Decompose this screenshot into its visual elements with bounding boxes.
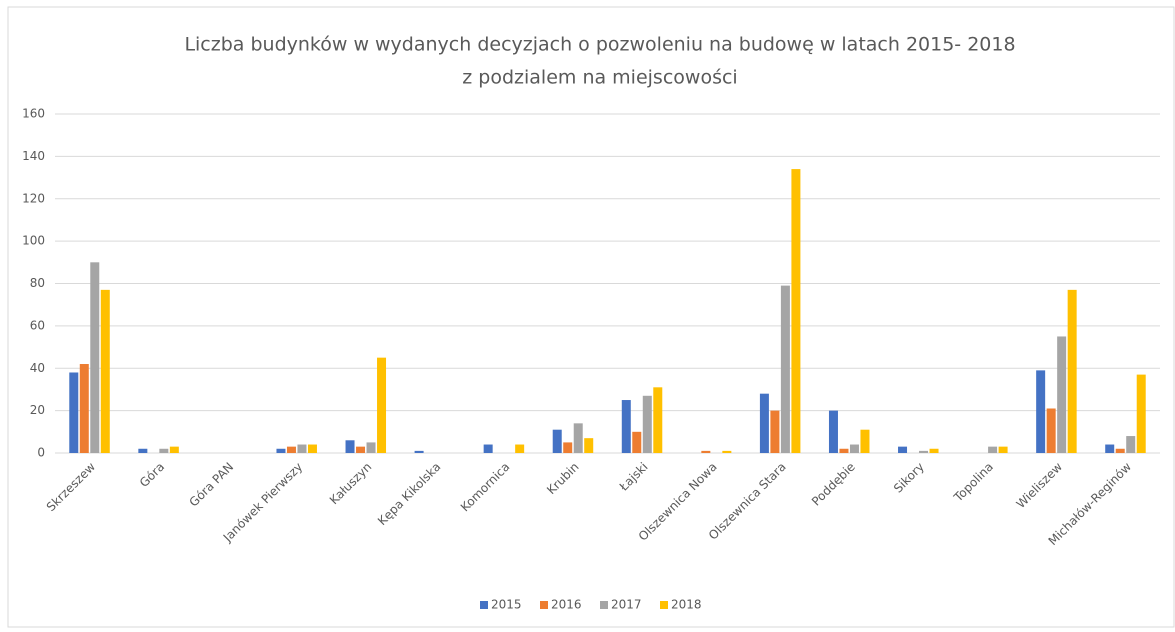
bar <box>653 387 663 453</box>
bar <box>1105 444 1115 453</box>
bar <box>1136 374 1146 453</box>
bar <box>722 450 732 453</box>
bar <box>849 444 859 453</box>
bar <box>100 289 110 453</box>
bar <box>138 448 148 453</box>
y-tick-label: 160 <box>22 107 45 121</box>
bar <box>414 450 424 453</box>
legend-label: 2015 <box>491 598 522 612</box>
y-tick-label: 120 <box>22 191 45 205</box>
bar <box>1115 448 1125 453</box>
bar <box>1126 436 1136 453</box>
legend-label: 2018 <box>671 598 702 612</box>
bar <box>573 423 583 453</box>
legend-swatch <box>600 601 608 609</box>
bar <box>1067 289 1077 453</box>
legend-swatch <box>480 601 488 609</box>
bar <box>584 438 594 453</box>
bar <box>159 448 169 453</box>
bar <box>69 372 79 453</box>
bar <box>759 393 769 453</box>
y-tick-label: 0 <box>37 446 45 460</box>
bar <box>791 169 801 453</box>
bar <box>169 446 179 453</box>
bar <box>377 357 387 453</box>
bar <box>345 440 355 453</box>
bar <box>286 446 296 453</box>
y-tick-label: 140 <box>22 149 45 163</box>
bar <box>632 431 642 453</box>
legend-label: 2016 <box>551 598 582 612</box>
bar <box>79 364 89 453</box>
bar <box>828 410 838 453</box>
y-tick-label: 80 <box>30 276 45 290</box>
bar <box>356 446 366 453</box>
bar <box>780 285 790 453</box>
legend-swatch <box>540 601 548 609</box>
bar <box>307 444 317 453</box>
bar <box>919 450 929 453</box>
bar <box>621 400 631 453</box>
bar <box>297 444 307 453</box>
bar <box>929 448 939 453</box>
bar <box>770 410 780 453</box>
y-tick-label: 60 <box>30 318 45 332</box>
bar <box>483 444 493 453</box>
bar <box>515 444 525 453</box>
chart-title: Liczba budynków w wydanych decyzjach o p… <box>184 34 1015 56</box>
bar <box>988 446 998 453</box>
y-tick-label: 20 <box>30 403 45 417</box>
legend-swatch <box>660 601 668 609</box>
bar <box>642 395 652 453</box>
bar <box>563 442 573 453</box>
bar <box>1057 336 1067 453</box>
bar <box>860 429 870 453</box>
chart-title: z podzialem na miejscowości <box>462 67 737 89</box>
bar <box>366 442 376 453</box>
bar <box>90 262 100 453</box>
legend-label: 2017 <box>611 598 642 612</box>
bar <box>1046 408 1056 453</box>
bar <box>898 446 908 453</box>
bar <box>552 429 562 453</box>
bar <box>1036 370 1046 453</box>
bar <box>276 448 286 453</box>
y-tick-label: 100 <box>22 234 45 248</box>
y-tick-label: 40 <box>30 361 45 375</box>
bar <box>998 446 1008 453</box>
bar <box>839 448 849 453</box>
bar <box>701 450 711 453</box>
chart-border <box>7 6 1175 628</box>
